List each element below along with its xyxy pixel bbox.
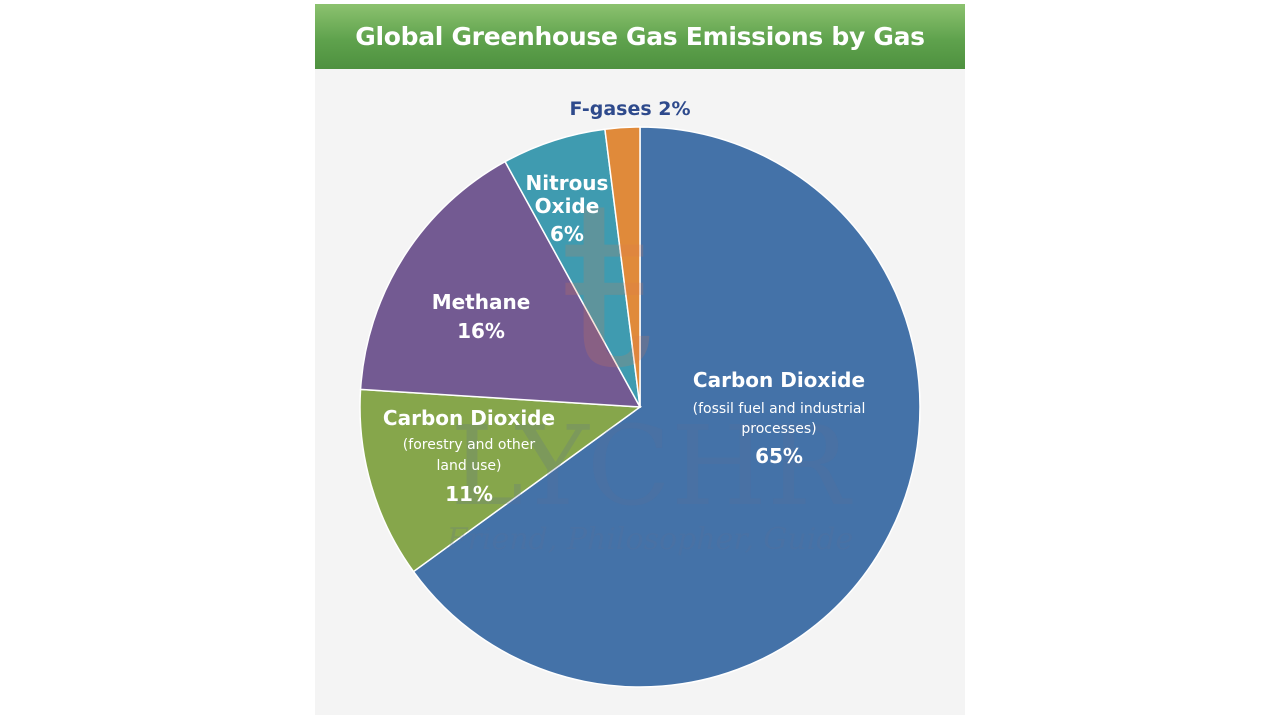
- label-nitrous-pct: 6%: [550, 222, 584, 246]
- watermark-tagline: Friend, Philosopher, Guide: [446, 522, 854, 557]
- label-co2-fossil-sub1: (fossil fuel and industrial: [693, 401, 866, 417]
- slice-fgases: [604, 126, 641, 408]
- label-co2-land-sub1: (forestry and other: [403, 437, 536, 453]
- watermark: ŧ LYCHR Friend, Philosopher, Guide: [446, 152, 854, 557]
- slice-co2-land: [359, 388, 643, 573]
- label-co2-fossil-sub2: processes): [741, 421, 816, 437]
- slice-labels: Carbon Dioxide (fossil fuel and industri…: [383, 98, 865, 506]
- pie-chart: ŧ LYCHR Friend, Philosopher, Guide Carbo…: [359, 98, 921, 688]
- chart-card: Global Greenhouse Gas Emissions by Gas ŧ…: [315, 4, 965, 715]
- label-methane-pct: 16%: [457, 319, 505, 343]
- label-nitrous-name2: Oxide: [535, 194, 600, 218]
- label-co2-land-sub2: land use): [437, 458, 502, 474]
- label-co2-land: Carbon Dioxide (forestry and other land …: [383, 406, 555, 506]
- label-methane-name: Methane: [432, 290, 531, 314]
- watermark-brand: LYCHR: [450, 402, 853, 530]
- pie-slices: [359, 126, 921, 688]
- label-co2-land-name: Carbon Dioxide: [383, 406, 555, 430]
- slice-methane: [359, 160, 642, 408]
- label-co2-fossil-name: Carbon Dioxide: [693, 368, 865, 392]
- label-fgases: F-gases 2%: [569, 98, 690, 120]
- watermark-mark: ŧ: [559, 152, 651, 419]
- label-nitrous: Nitrous Oxide 6%: [526, 171, 609, 246]
- label-co2-fossil: Carbon Dioxide (fossil fuel and industri…: [693, 368, 866, 468]
- chart-title: Global Greenhouse Gas Emissions by Gas: [355, 22, 925, 51]
- slice-co2-fossil: [412, 126, 921, 688]
- title-bar: Global Greenhouse Gas Emissions by Gas: [315, 4, 965, 69]
- label-methane: Methane 16%: [432, 290, 531, 343]
- label-co2-fossil-pct: 65%: [755, 444, 803, 468]
- label-co2-land-pct: 11%: [445, 482, 493, 506]
- label-nitrous-name1: Nitrous: [526, 171, 609, 195]
